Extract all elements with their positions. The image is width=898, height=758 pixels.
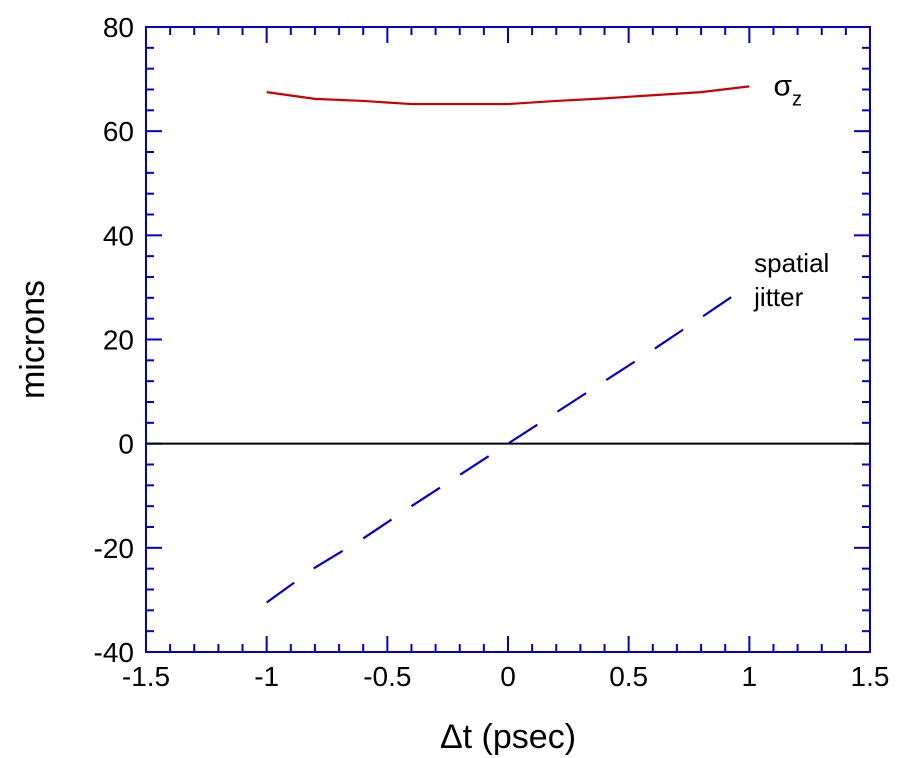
- ticks-layer: [145, 26, 871, 653]
- y-tick-label: -20: [94, 533, 134, 564]
- series-line-spatial-jitter: [266, 283, 750, 604]
- labels-layer: -1.5 -1 -0.5 0 0.5 1 1.5 -40 -20 0 20 40 60 80: [94, 12, 890, 692]
- x-tick-label: -0.5: [363, 661, 411, 692]
- y-tick-label: 40: [103, 220, 134, 251]
- sigma-subscript: z: [792, 89, 802, 111]
- x-tick-label: 0: [500, 661, 516, 692]
- series-layer: [266, 85, 750, 604]
- y-tick-label: 60: [103, 116, 134, 147]
- sigma-z-label: σz: [773, 70, 802, 111]
- spatial-jitter-line-2: jitter: [753, 282, 803, 312]
- y-tick-label: 80: [103, 12, 134, 43]
- plot-frame: [145, 26, 871, 653]
- spatial-jitter-label: spatial jitter: [753, 248, 836, 312]
- y-tick-label: 20: [103, 325, 134, 356]
- y-tick-label: 0: [118, 429, 134, 460]
- x-tick-label: -1: [254, 661, 279, 692]
- spatial-jitter-line-1: spatial: [754, 248, 829, 278]
- y-tick-label: -40: [94, 637, 134, 668]
- x-tick-label: 1.5: [851, 661, 890, 692]
- y-axis-title: microns: [14, 280, 52, 399]
- x-tick-label: 1: [742, 661, 758, 692]
- series-line-sigma-z: [266, 85, 750, 106]
- x-axis-title: Δt (psec): [440, 718, 576, 756]
- x-tick-label: 0.5: [609, 661, 648, 692]
- x-tick-label: -1.5: [122, 661, 170, 692]
- sigma-symbol: σ: [773, 70, 792, 103]
